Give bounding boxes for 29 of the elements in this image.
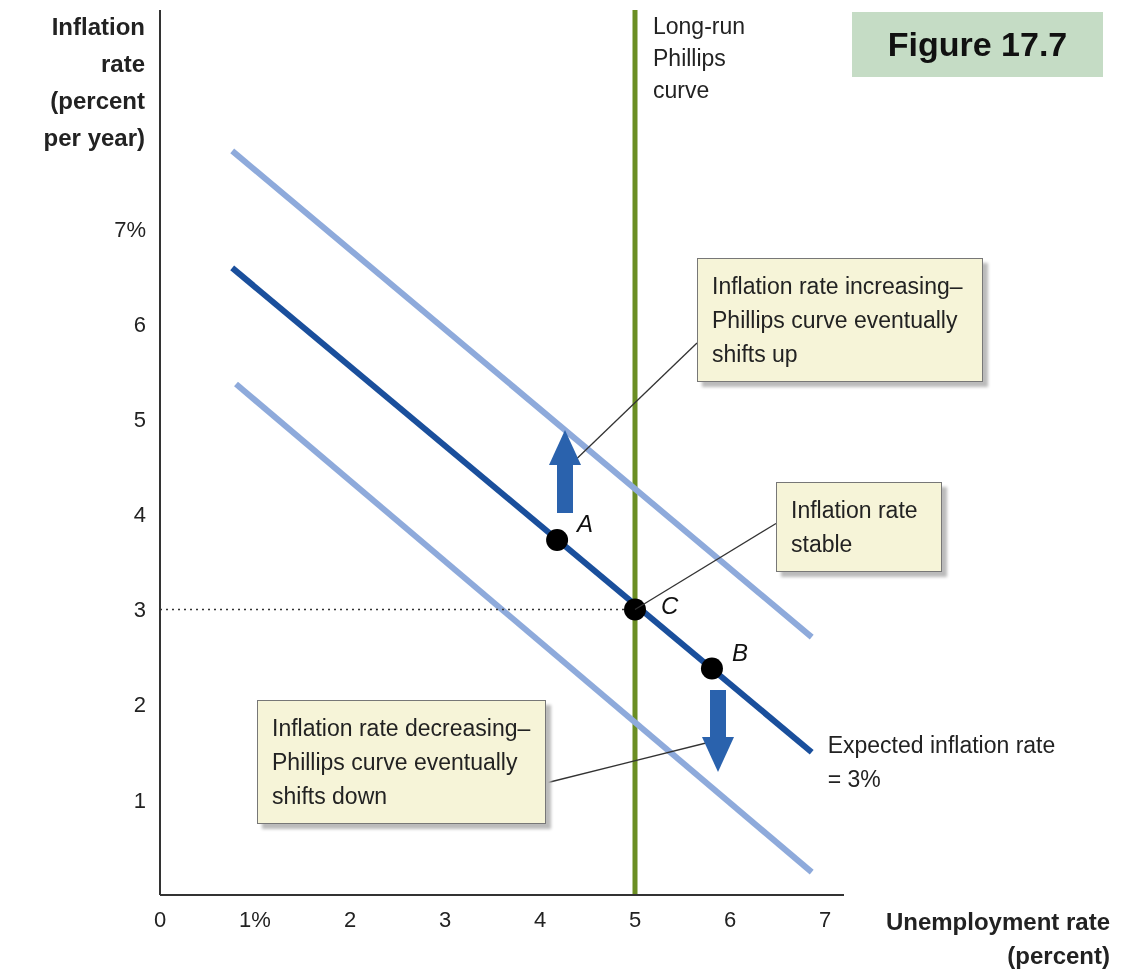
x-tick-label: 2 [343, 906, 357, 932]
x-tick-label: 4 [533, 906, 547, 932]
x-tick-label: 5 [628, 906, 642, 932]
point [546, 529, 569, 552]
point [624, 598, 646, 621]
annotation: Inflation rate decreasing–Phillips curve eventually shifts down [257, 700, 546, 824]
y-tick-label: 2 [133, 692, 146, 718]
x-tick-label: 3 [438, 906, 452, 932]
y-tick-label: 6 [133, 311, 146, 337]
x-tick-label: 0 [153, 906, 167, 932]
annotation: A [577, 510, 594, 539]
annotation: Inflation rate stable [776, 481, 942, 572]
x-tick-label: 6 [723, 906, 737, 932]
y-tick-label: 1 [133, 787, 146, 813]
y-tick-label: 4 [133, 502, 146, 528]
y-tick-label: 5 [133, 407, 146, 432]
point [700, 657, 723, 680]
y-axis-title: Inflation rate (percent per year) [42, 12, 145, 153]
y-tick-label: 3 [133, 597, 146, 623]
annotation: Inflation rate increasing–Phillips curve eventually shifts up [697, 258, 983, 382]
x-tick-label: 1% [239, 906, 271, 932]
y-tick-label: 7% [114, 216, 146, 242]
x-axis-title: Unemployment rate (percent) [884, 907, 1110, 971]
annotation: B [731, 638, 748, 667]
series-label: Expected inflation rate = 3% [827, 731, 1057, 795]
text: Figure 17.7 [852, 12, 1103, 77]
x-tick-label: 7 [818, 906, 832, 932]
ref-line-label: Long-run Phillips curve [653, 12, 747, 105]
annotation: C [661, 591, 679, 620]
